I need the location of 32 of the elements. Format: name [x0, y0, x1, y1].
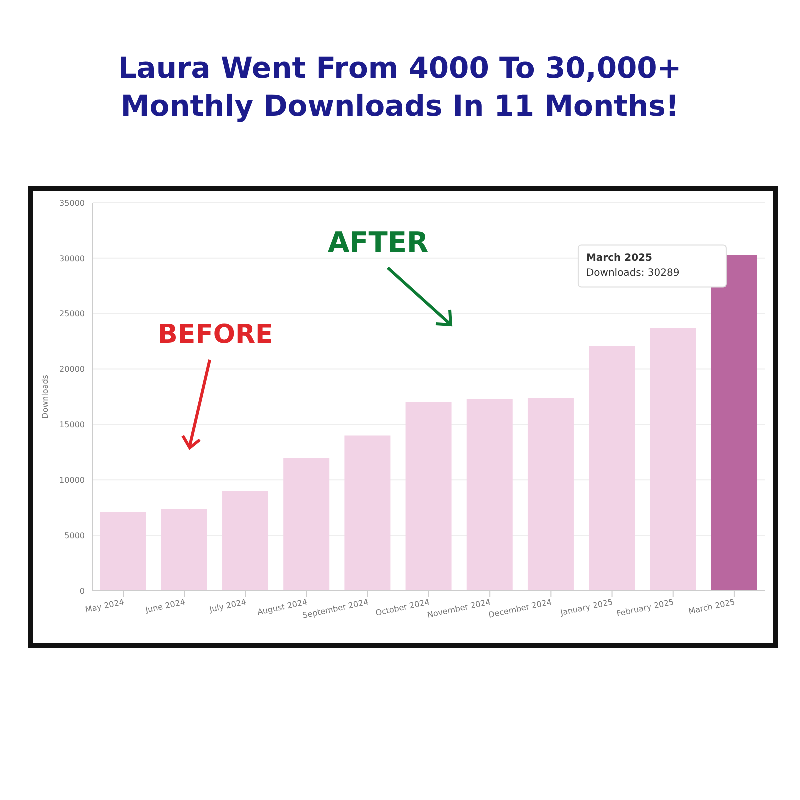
y-tick-label: 20000	[60, 365, 85, 374]
bar	[161, 508, 208, 591]
bar	[222, 491, 269, 591]
bar	[466, 399, 513, 591]
bar	[344, 436, 391, 591]
annotation: March 2025	[586, 253, 652, 264]
y-tick-label: 10000	[60, 476, 85, 485]
annotation: BEFORE	[158, 320, 274, 350]
annotation: AFTER	[328, 226, 429, 259]
y-tick-label: 30000	[60, 254, 85, 264]
bar	[711, 255, 758, 591]
bar	[284, 458, 330, 591]
annotation: Downloads: 30289	[586, 268, 680, 280]
x-tick-label: May 2024	[84, 598, 126, 615]
x-tick-label: July 2024	[208, 598, 248, 614]
bar	[650, 328, 696, 591]
x-tick-label: February 2025	[616, 598, 675, 619]
bar	[528, 398, 574, 591]
y-tick-label: 25000	[60, 310, 85, 319]
chart-title: Laura Went From 4000 To 30,000+ Monthly Downloads In 11 Months!	[117, 50, 683, 125]
callout-box: March 2025 Downloads: 30289	[578, 244, 727, 288]
x-tick-label: January 2025	[558, 598, 614, 618]
y-tick-label: 15000	[60, 420, 85, 430]
bar	[589, 346, 636, 591]
x-tick-label: June 2024	[144, 598, 186, 616]
bar	[100, 512, 146, 591]
y-axis-title: Downloads	[40, 375, 50, 419]
x-tick-label: March 2025	[688, 598, 736, 616]
y-tick-label: 5000	[64, 531, 85, 540]
y-tick-label: 35000	[60, 198, 85, 208]
y-tick-label: 0	[80, 586, 85, 596]
bar	[406, 402, 452, 591]
